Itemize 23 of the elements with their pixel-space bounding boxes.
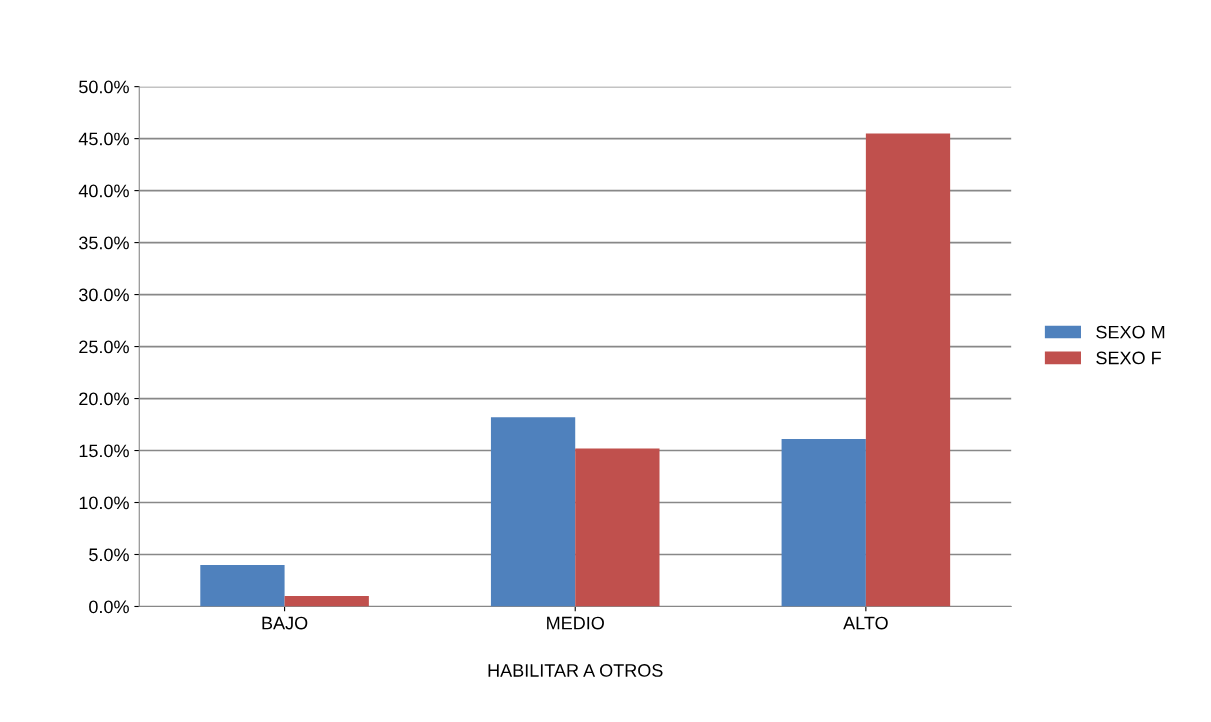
bar [865,133,951,607]
y-tick-label: 10.0% [79,496,129,510]
x-tick-label: ALTO [843,616,888,630]
y-tick-label: 45.0% [78,132,129,146]
y-tick-label: 35.0% [79,236,129,250]
bar [575,448,660,607]
y-tick-label: 5.0% [89,548,129,562]
bar [200,564,285,607]
y-tick-label: 0.0% [89,600,129,614]
legend-label: SEXO M [1096,325,1165,339]
y-tick-label: 20.0% [79,392,129,406]
legend-label: SEXO F [1096,351,1161,365]
bar [781,439,866,607]
y-tick-label: 15.0% [79,444,129,458]
x-axis-title: HABILITAR A OTROS [488,664,663,677]
y-tick-label: 40.0% [78,184,129,198]
bar [490,417,576,607]
bar [284,596,369,607]
x-tick-label: MEDIO [547,616,604,630]
y-tick-label: 25.0% [79,340,129,354]
y-tick-label: 50.0% [79,80,129,94]
y-tick-label: 30.0% [79,288,129,302]
x-tick-label: BAJO [262,616,308,630]
